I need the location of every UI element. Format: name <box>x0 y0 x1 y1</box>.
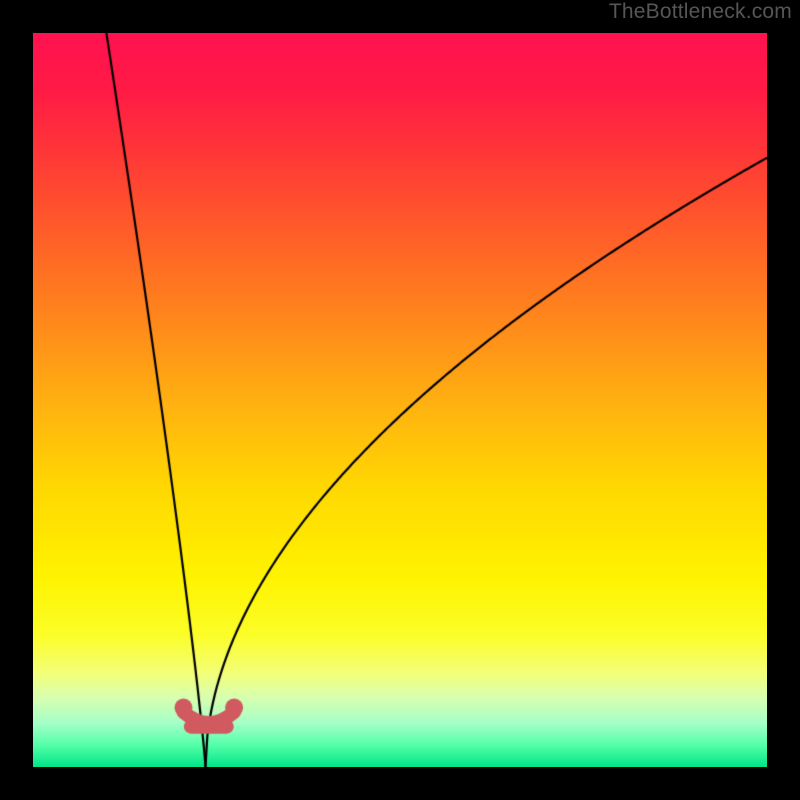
plot-frame <box>33 33 767 767</box>
watermark-text: TheBottleneck.com <box>609 0 792 24</box>
bottleneck-curve-chart <box>33 33 767 767</box>
